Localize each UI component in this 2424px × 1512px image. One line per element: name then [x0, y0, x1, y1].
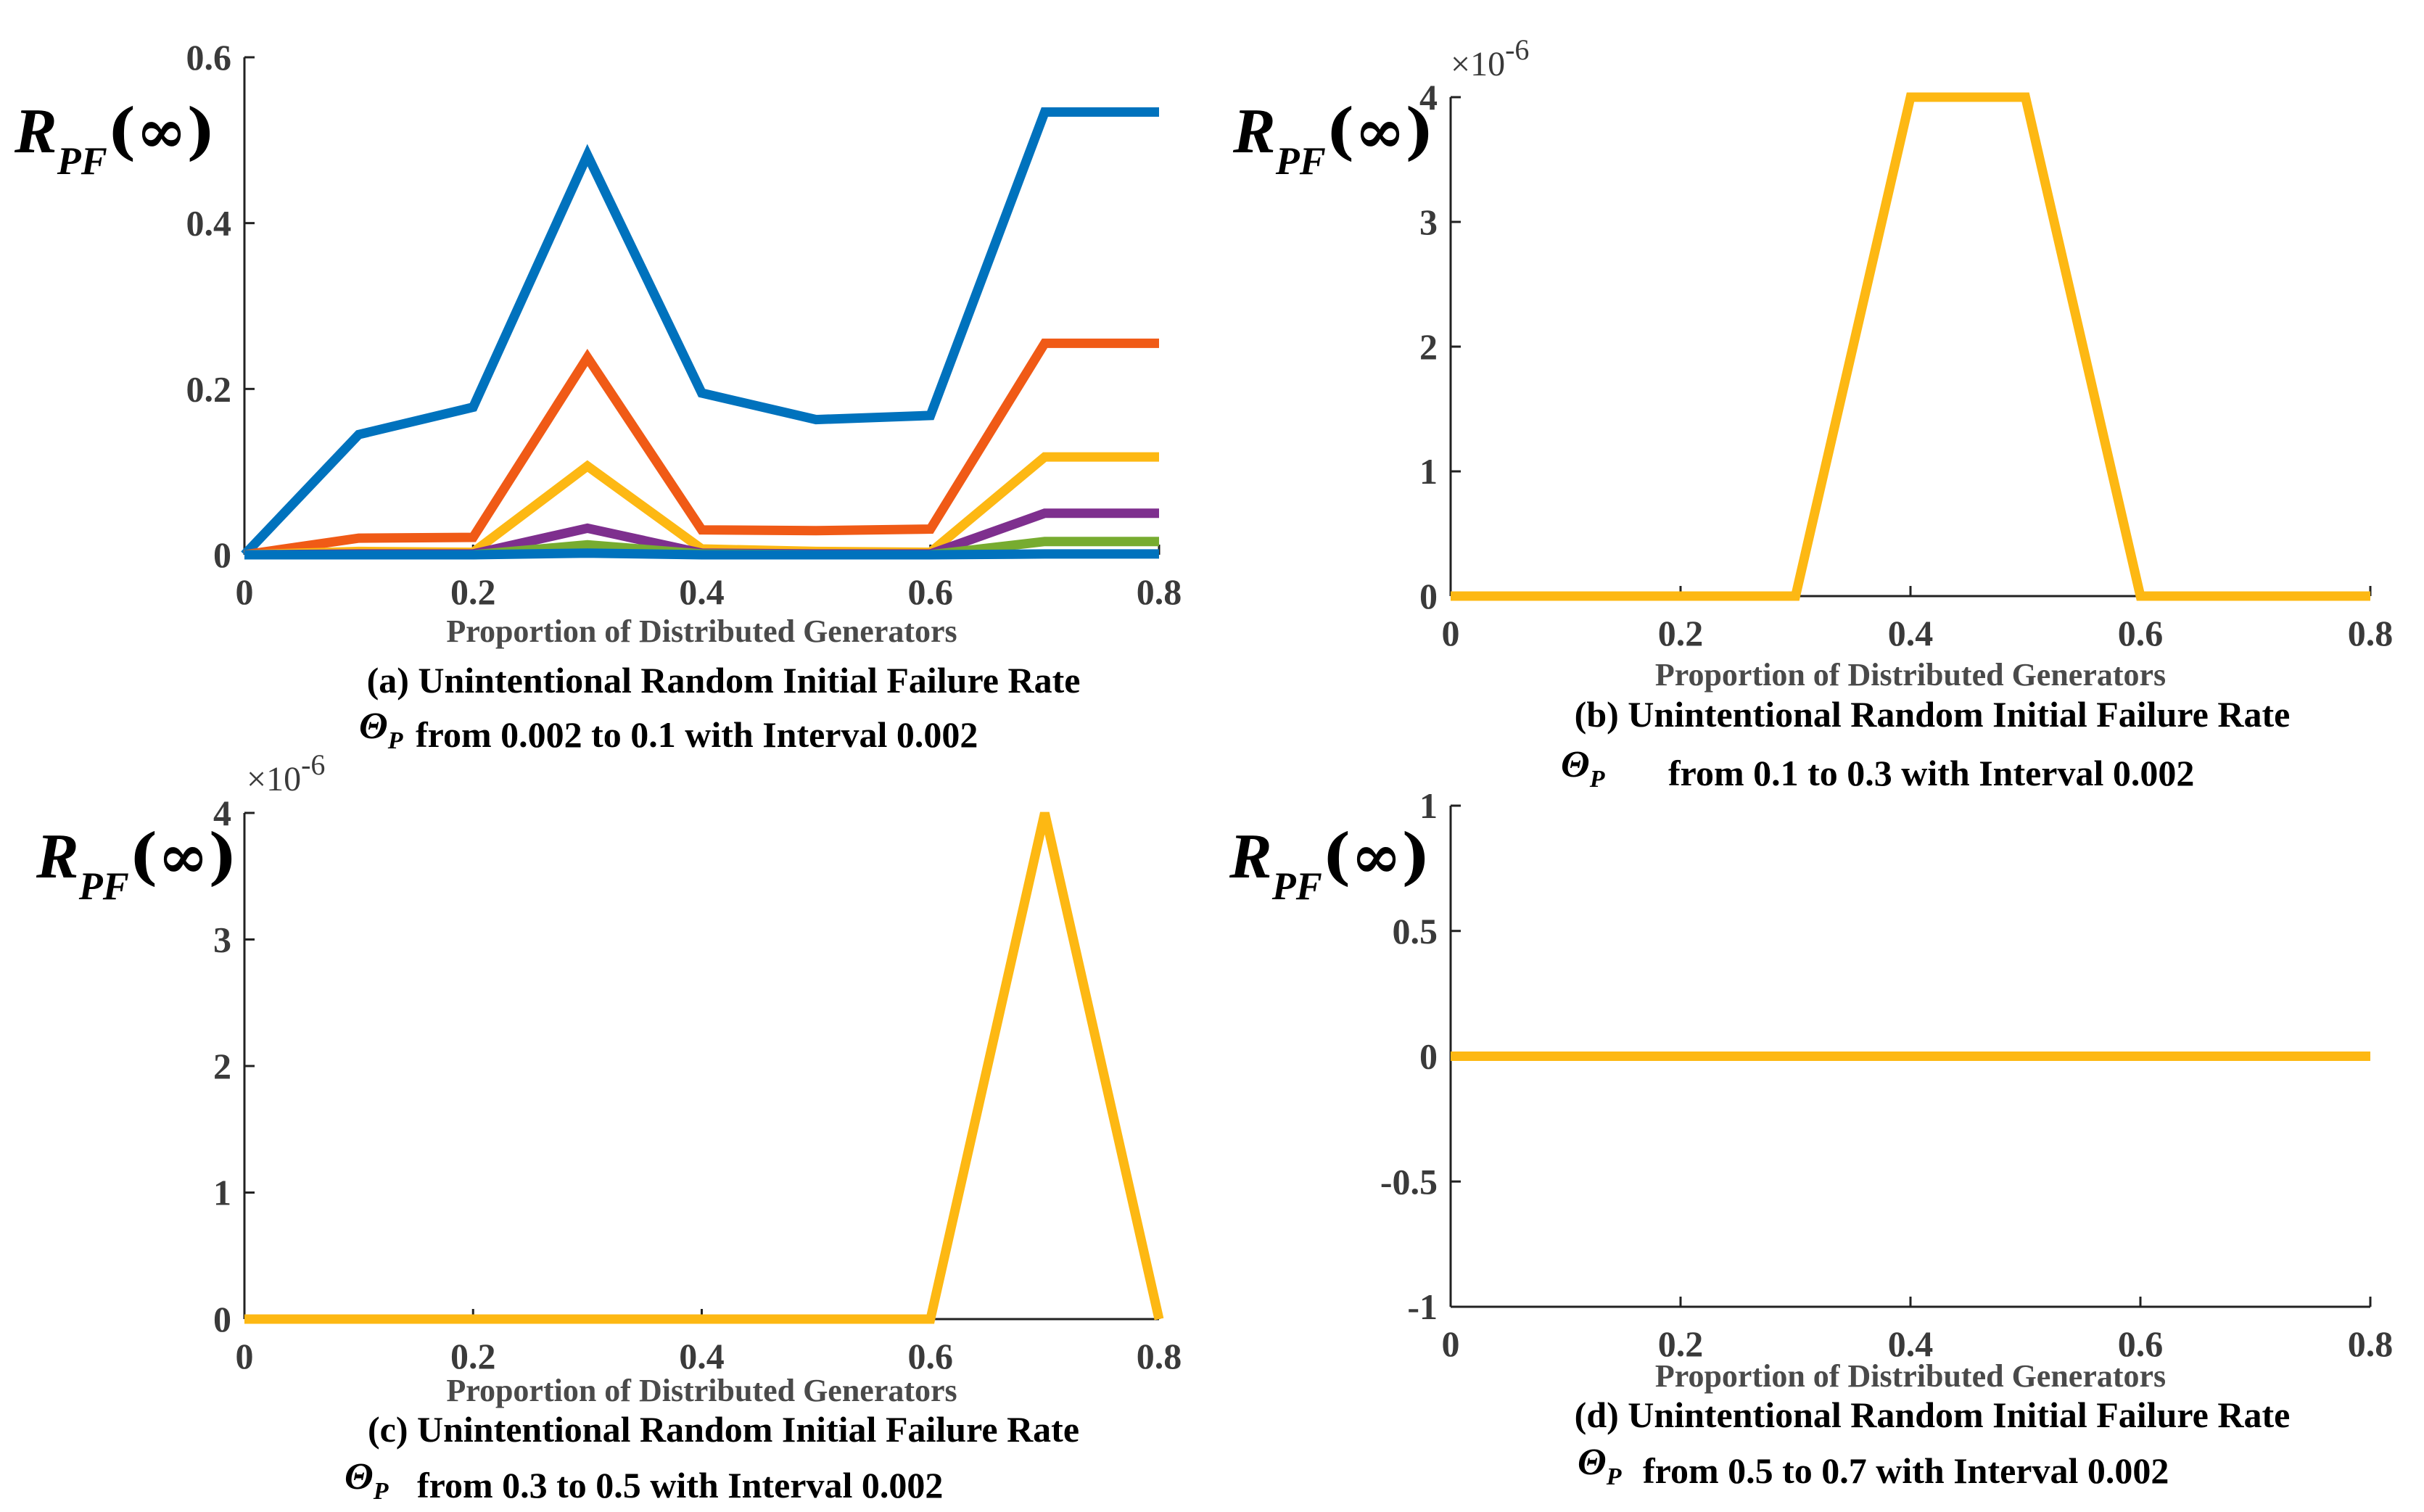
caption-line-1: (b) Unintentional Random Initial Failure…	[1575, 694, 2291, 735]
y-tick-label: 1	[213, 1173, 231, 1213]
series-line-yellow	[1451, 92, 2370, 601]
x-axis-label: Proportion of Distributed Generators	[446, 614, 957, 649]
x-axis-label: Proportion of Distributed Generators	[1655, 1358, 2166, 1394]
y-tick-label: 2	[213, 1046, 231, 1086]
y-tick-label: 0.6	[186, 37, 232, 78]
caption-symbol: ΘP	[1578, 1442, 1622, 1490]
series-line-yellow	[244, 811, 1164, 1324]
y-axis-label: RPF(∞)	[36, 820, 237, 908]
x-tick-label: 0.8	[1137, 1336, 1182, 1376]
x-tick-label: 0.2	[450, 571, 496, 612]
y-tick-label: 0.2	[186, 368, 232, 409]
caption-line-2: from 0.3 to 0.5 with Interval 0.002	[417, 1465, 943, 1505]
x-tick-label: 0.8	[2348, 1323, 2394, 1364]
y-exponent-label: ×10-6	[247, 748, 325, 798]
x-tick-label: 0.2	[450, 1336, 496, 1376]
x-axis-label: Proportion of Distributed Generators	[446, 1373, 957, 1408]
x-tick-label: 0	[1442, 613, 1460, 653]
x-tick-label: 0.2	[1658, 1323, 1704, 1364]
y-tick-label: 1	[1419, 451, 1438, 492]
x-tick-label: 0.6	[908, 1336, 954, 1376]
x-tick-label: 0.8	[1137, 571, 1182, 612]
panel-a: 0 0.2 0.4 0.6 0 0.2 0.4 0.6 0.8 RPF(∞) Proportion …	[14, 37, 1182, 755]
caption-line-1: (a) Unintentional Random Initial Failure…	[367, 660, 1081, 701]
y-tick-label: 4	[213, 793, 231, 833]
series-line-blue	[241, 107, 1159, 558]
caption-line-1: (d) Unintentional Random Initial Failure…	[1575, 1395, 2291, 1435]
y-tick-label: 3	[1419, 202, 1438, 242]
y-axis-label: RPF(∞)	[1232, 95, 1434, 183]
y-tick-label: 0	[1419, 576, 1438, 616]
x-tick-label: 0.6	[2118, 613, 2164, 653]
y-tick-label: -1	[1407, 1286, 1438, 1327]
x-tick-label: 0.2	[1658, 613, 1704, 653]
y-tick-label: 0	[213, 1299, 231, 1339]
caption-symbol: ΘP	[1561, 744, 1605, 793]
y-tick-label: 4	[1419, 77, 1438, 117]
x-tick-label: 0.4	[679, 1336, 725, 1376]
caption-line-2: from 0.5 to 0.7 with Interval 0.002	[1643, 1450, 2169, 1491]
x-tick-label: 0.4	[1888, 613, 1934, 653]
y-exponent-label: ×10-6	[1451, 33, 1529, 83]
y-tick-label: -0.5	[1380, 1161, 1438, 1202]
series-line-orange	[244, 338, 1159, 560]
y-axis-label: RPF(∞)	[14, 95, 215, 183]
caption-symbol: ΘP	[359, 706, 403, 754]
y-tick-label: 0	[1419, 1036, 1438, 1077]
y-tick-label: 1	[1419, 785, 1438, 826]
y-tick-label: 2	[1419, 326, 1438, 367]
x-tick-label: 0.8	[2348, 613, 2394, 653]
x-tick-label: 0	[236, 1336, 254, 1376]
y-tick-label: 0	[213, 534, 231, 575]
x-axis-label: Proportion of Distributed Generators	[1655, 657, 2166, 693]
x-tick-label: 0	[1442, 1323, 1460, 1364]
x-tick-label: 0.6	[2118, 1323, 2164, 1364]
series-line-cyan	[244, 548, 1159, 560]
x-tick-label: 0.6	[908, 571, 954, 612]
x-tick-label: 0.4	[1888, 1323, 1934, 1364]
panel-b: 0 1 2 3 4 0 0.2 0.4 0.6 0.8 ×10-6 RPF(∞) Proportion …	[1232, 33, 2393, 793]
x-tick-label: 0.4	[679, 571, 725, 612]
y-axis-label: RPF(∞)	[1229, 820, 1430, 908]
caption-line-2: from 0.1 to 0.3 with Interval 0.002	[1668, 753, 2194, 793]
x-tick-label: 0	[236, 571, 254, 612]
panel-d: -1 -0.5 0 0.5 1 0 0.2 0.4 0.6 0.8 RPF(∞) Proportion…	[1229, 785, 2393, 1491]
caption-line-2: from 0.002 to 0.1 with Interval 0.002	[416, 714, 978, 755]
caption-symbol: ΘP	[345, 1456, 389, 1505]
y-tick-label: 0.4	[186, 203, 232, 244]
caption-line-1: (c) Unintentional Random Initial Failure…	[368, 1409, 1079, 1450]
y-tick-label: 3	[213, 920, 231, 960]
y-tick-label: 0.5	[1393, 911, 1438, 951]
